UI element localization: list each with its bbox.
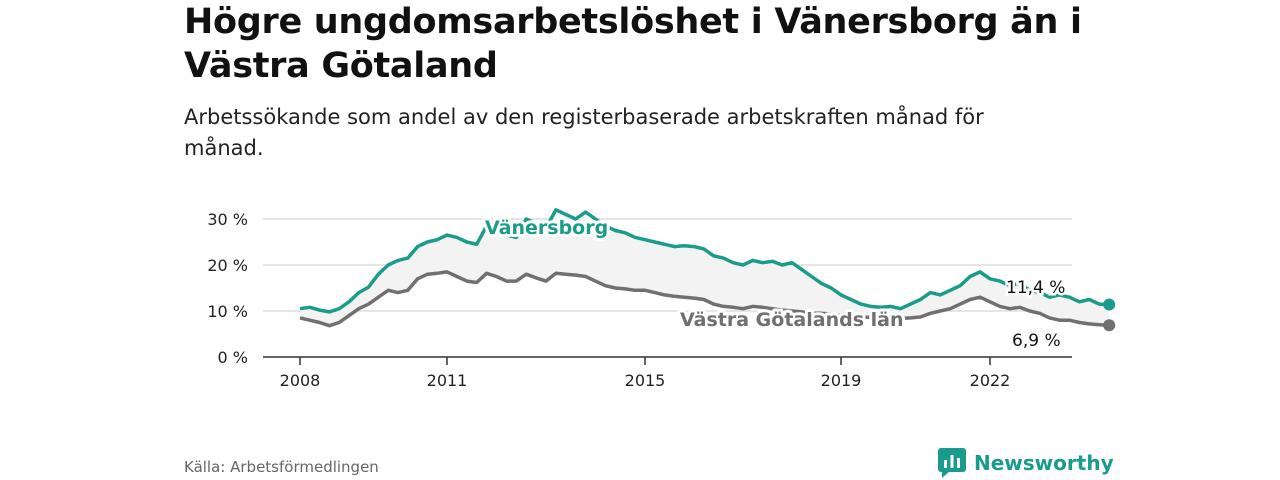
series-line-vanersborg	[299, 208, 1110, 314]
x-tick-label: 2011	[427, 371, 468, 390]
x-tick-label: 2015	[625, 371, 666, 390]
newsworthy-logo-icon	[938, 448, 966, 478]
series-label-vastra-gotaland: Västra Götalands län	[680, 309, 903, 331]
difference-band	[300, 209, 1110, 326]
end-point-vanersborg	[1103, 298, 1116, 311]
chart-subtitle: Arbetssökande som andel av den registerb…	[184, 105, 984, 160]
end-point-vastra-gotaland	[1103, 319, 1116, 332]
brand-name: Newsworthy	[974, 451, 1114, 475]
end-label-vastra-gotaland: 6,9 %	[1012, 331, 1061, 351]
series-line-vastra-gotaland	[299, 270, 1110, 328]
brand-logo: Newsworthy	[938, 448, 1114, 478]
x-tick-label: 2022	[970, 371, 1011, 390]
y-tick-label: 20 %	[207, 256, 248, 275]
chart-title: Högre ungdomsarbetslöshet i Vänersborg ä…	[184, 2, 1082, 86]
end-label-vanersborg: 11,4 %	[1006, 278, 1065, 298]
y-tick-label: 10 %	[207, 302, 248, 321]
y-tick-label: 0 %	[218, 348, 248, 367]
y-tick-label: 30 %	[207, 210, 248, 229]
x-tick-label: 2019	[821, 371, 862, 390]
series-label-vanersborg: Vänersborg	[485, 217, 608, 239]
source-note: Källa: Arbetsförmedlingen	[184, 458, 379, 476]
x-tick-label: 2008	[280, 371, 321, 390]
